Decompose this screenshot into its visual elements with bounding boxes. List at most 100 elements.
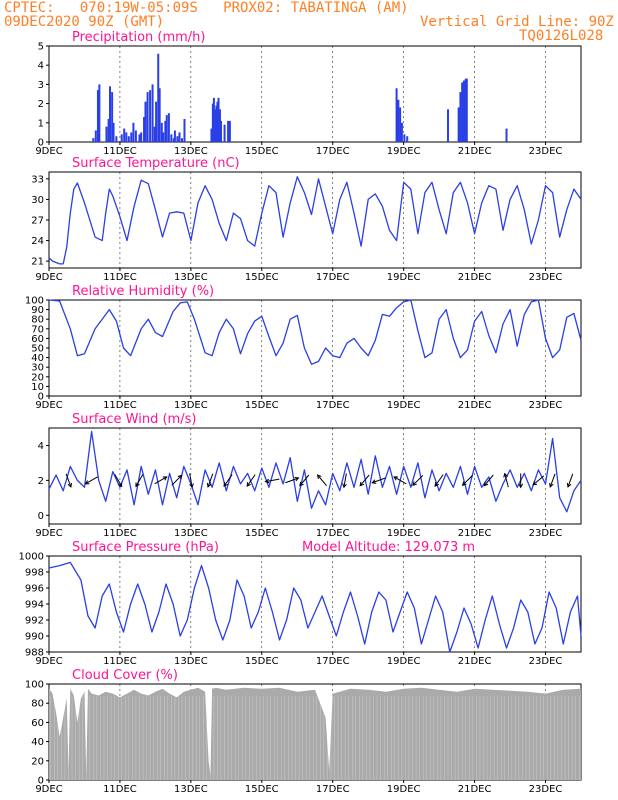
precipitation-bar (173, 130, 176, 142)
precipitation-bar (157, 53, 160, 142)
relative-humidity-xtick-label: 19DEC (387, 400, 421, 411)
surface-wind-vector-shaft (285, 477, 299, 484)
surface-wind-vector-shaft (504, 473, 509, 488)
precipitation-ytick-label: 5 (38, 42, 44, 53)
relative-humidity-xtick-label: 9DEC (35, 400, 62, 411)
surface-wind-vector-shaft (359, 474, 370, 487)
surface-wind-vector-head (412, 481, 417, 487)
precipitation-bar (223, 124, 226, 142)
precipitation-bar (210, 128, 213, 142)
precipitation-ytick-label: 2 (38, 99, 44, 110)
precipitation-bar (140, 132, 143, 142)
header-model-code: TQ0126L028 (519, 28, 604, 44)
precipitation-xtick-label: 15DEC (245, 146, 279, 157)
precipitation-bar (462, 80, 465, 142)
surface-wind-vector-shaft (434, 474, 444, 487)
surface-wind-vector-head (162, 476, 168, 481)
precipitation-bar (459, 92, 462, 142)
header-grid-note: Vertical Grid Line: 90Z (420, 14, 614, 30)
relative-humidity-ytick-label: 80 (31, 315, 44, 326)
surface-pressure-ytick-label: 1000 (19, 552, 44, 563)
relative-humidity-ytick-label: 40 (31, 353, 44, 364)
surface-wind-vector-shaft (85, 476, 98, 485)
precipitation-bar (146, 92, 149, 142)
precipitation-xtick-label: 13DEC (174, 146, 208, 157)
precipitation-bar (132, 122, 135, 142)
precipitation-bar (447, 109, 449, 142)
surface-wind-vector-shaft (171, 475, 182, 486)
header-line1: CPTEC: 070:19W-05:09S PROX02: TABATINGA … (4, 0, 409, 16)
precipitation-xtick-label: 17DEC (316, 146, 350, 157)
precipitation-xtick-label: 19DEC (387, 146, 421, 157)
surface-wind-vector-shaft (412, 475, 424, 486)
precipitation-bar (120, 134, 123, 142)
precipitation-bar (115, 136, 118, 142)
surface-wind-ytick-label: 0 (38, 511, 44, 522)
surface-temperature-xtick-label: 23DEC (529, 272, 563, 283)
cloud-cover-ytick-label: 100 (25, 680, 44, 691)
precipitation-bar (178, 132, 181, 142)
surface-wind-vector-head (84, 480, 90, 485)
surface-wind-vector-head (67, 482, 72, 488)
relative-humidity-xtick-label: 11DEC (103, 400, 137, 411)
surface-wind-vector-shaft (343, 473, 347, 488)
precipitation-bar (213, 109, 216, 142)
precipitation-bar (399, 107, 402, 142)
surface-wind-vector-shaft (65, 473, 72, 488)
surface-wind-vector-shaft (299, 474, 310, 487)
cloud-cover-ytick-label: 60 (31, 718, 44, 729)
precipitation-bar (217, 97, 220, 142)
surface-wind-vector-head (294, 476, 300, 482)
precipitation-bar (400, 122, 403, 142)
relative-humidity-ytick-label: 10 (31, 382, 44, 393)
cloud-cover-title: Cloud Cover (%) (72, 668, 178, 683)
surface-wind-vector-head (264, 478, 270, 484)
relative-humidity-ytick-label: 20 (31, 372, 44, 383)
precipitation-bar (227, 120, 230, 142)
surface-wind-vector-head (189, 483, 194, 489)
header-date: 09DEC2020 90Z (GMT) (4, 14, 165, 30)
surface-wind-xtick-label: 9DEC (35, 528, 62, 539)
surface-pressure-ytick-label: 998 (25, 568, 44, 579)
surface-wind-vector-head (518, 483, 524, 489)
precipitation-xtick-label: 21DEC (458, 146, 492, 157)
surface-temperature-xtick-label: 13DEC (174, 272, 208, 283)
relative-humidity-xtick-label: 23DEC (529, 400, 563, 411)
precipitation-bar (105, 126, 108, 142)
surface-wind-vector-shaft (317, 474, 327, 487)
surface-wind-vector-shaft (265, 478, 280, 483)
surface-pressure-xtick-label: 15DEC (245, 656, 279, 667)
surface-wind-vector-head (206, 482, 212, 488)
precipitation-bar (461, 82, 464, 142)
precipitation-title: Precipitation (mm/h) (72, 30, 205, 45)
surface-temperature-xtick-label: 11DEC (103, 272, 137, 283)
precipitation-bar (395, 88, 398, 142)
surface-pressure-ytick-label: 992 (25, 616, 44, 627)
precipitation-bar (183, 118, 186, 142)
precipitation-bar (149, 90, 152, 142)
precipitation-bar (123, 128, 126, 142)
cloud-cover-xtick-label: 17DEC (316, 784, 350, 795)
surface-pressure-xtick-label: 23DEC (529, 656, 563, 667)
precipitation-ytick-label: 3 (38, 80, 44, 91)
surface-wind-xtick-label: 21DEC (458, 528, 492, 539)
precipitation-ytick-label: 0 (38, 138, 44, 149)
precipitation-xtick-label: 23DEC (529, 146, 563, 157)
precipitation-bar (165, 115, 168, 142)
precipitation-bar (216, 101, 219, 142)
relative-humidity-ytick-label: 70 (31, 324, 44, 335)
surface-temperature-ytick-label: 21 (31, 257, 44, 268)
precipitation-bar (162, 132, 165, 142)
cloud-cover-xtick-label: 13DEC (174, 784, 208, 795)
precipitation-bar (158, 88, 161, 142)
precipitation-bar (218, 109, 221, 142)
surface-wind-vector-shaft (462, 475, 473, 486)
surface-wind-xtick-label: 13DEC (174, 528, 208, 539)
surface-wind-vector-shaft (223, 474, 233, 487)
surface-wind-vector-head (299, 481, 304, 487)
cloud-cover-xtick-label: 21DEC (458, 784, 492, 795)
surface-wind-vector-head (532, 480, 538, 486)
precipitation-bar (220, 120, 223, 142)
surface-temperature-xtick-label: 9DEC (35, 272, 62, 283)
relative-humidity-xtick-label: 13DEC (174, 400, 208, 411)
